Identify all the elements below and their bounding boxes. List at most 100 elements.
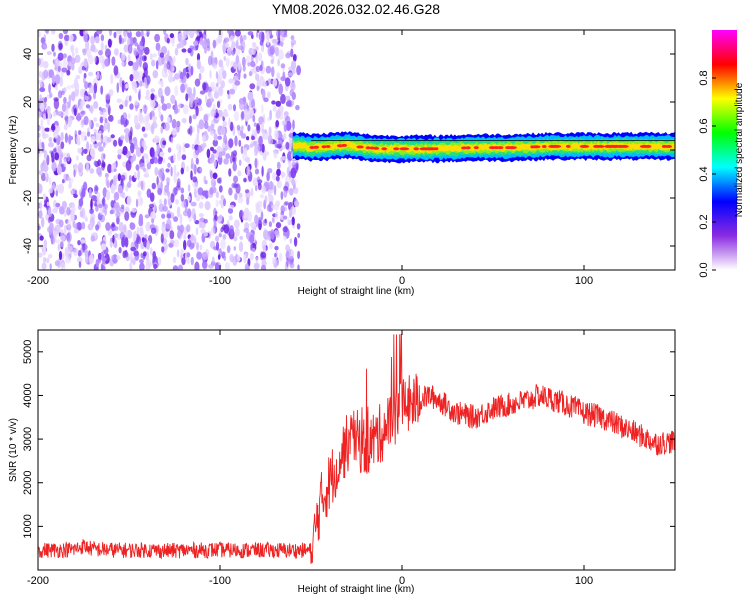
spectrogram-speckle bbox=[55, 84, 58, 91]
spectrogram-speckle bbox=[249, 83, 256, 90]
spectrogram-speckle bbox=[220, 194, 225, 200]
spectrogram-speckle bbox=[119, 104, 124, 110]
spectrogram-speckle bbox=[106, 136, 112, 143]
spectrogram-speckle bbox=[169, 33, 175, 39]
spectrogram-speckle bbox=[148, 203, 155, 209]
track-band bbox=[292, 140, 675, 154]
spectrogram-speckle bbox=[255, 46, 259, 51]
spectrogram-speckle bbox=[85, 253, 89, 264]
track-peak bbox=[356, 145, 364, 149]
spectrogram-speckle bbox=[286, 99, 292, 106]
spectrogram-speckle bbox=[104, 253, 110, 264]
spectrogram-speckle bbox=[167, 116, 171, 123]
spectrogram-speckle bbox=[38, 132, 41, 138]
spectrogram-speckle bbox=[116, 255, 121, 261]
spectrogram-speckle bbox=[238, 139, 242, 147]
spectrogram-speckle bbox=[247, 31, 254, 36]
spectrogram-speckle bbox=[39, 235, 44, 241]
spectrogram-speckle bbox=[176, 43, 182, 49]
spectrogram-speckle bbox=[223, 255, 227, 261]
spectrogram-speckle bbox=[141, 126, 146, 132]
spectrogram-speckle bbox=[108, 114, 114, 122]
colorbar-ticks: 0.0 0.2 0.4 0.6 0.8 bbox=[698, 70, 716, 278]
spectrogram-speckle bbox=[62, 179, 65, 184]
spectrogram-speckle bbox=[107, 38, 112, 48]
spectrogram-speckle bbox=[271, 204, 275, 209]
spectrogram-speckle bbox=[83, 148, 88, 154]
spectrogram-speckle bbox=[83, 72, 87, 79]
spectrogram-speckle bbox=[192, 176, 198, 183]
spectrogram-speckle bbox=[268, 181, 275, 192]
spectrogram-speckle bbox=[72, 52, 75, 58]
spectrogram-speckle bbox=[256, 124, 261, 134]
spectrogram-speckle bbox=[161, 45, 167, 55]
spectrogram-speckle bbox=[99, 206, 103, 216]
spectrogram-speckle bbox=[38, 225, 41, 230]
spectrogram-speckle bbox=[62, 53, 67, 59]
spectrogram-speckle bbox=[128, 135, 133, 145]
spectrogram-speckle bbox=[117, 148, 123, 155]
track-peak bbox=[325, 145, 331, 148]
spectrogram-speckle bbox=[75, 82, 80, 90]
spectrogram-speckle bbox=[78, 198, 84, 207]
spectrogram-speckle bbox=[292, 119, 295, 130]
spectrogram-speckle bbox=[89, 143, 92, 150]
spectrogram-speckle bbox=[143, 67, 148, 78]
spectrogram-speckle bbox=[129, 37, 135, 46]
spectrogram-speckle bbox=[177, 32, 183, 43]
spectrogram-speckle bbox=[117, 173, 122, 182]
spectrogram-speckle bbox=[278, 83, 284, 95]
spectrogram-speckle bbox=[255, 185, 258, 192]
spectrogram-speckle bbox=[95, 123, 100, 127]
spectrogram-speckle bbox=[180, 248, 184, 256]
spectrogram-speckle bbox=[135, 30, 142, 38]
spectrogram-speckle bbox=[134, 42, 139, 47]
spectrogram-speckle bbox=[290, 35, 295, 41]
spectrogram-speckle bbox=[198, 220, 202, 229]
spectrogram-speckle bbox=[285, 141, 290, 150]
spectrogram-speckle bbox=[266, 151, 270, 156]
spectrogram-speckle bbox=[272, 78, 278, 87]
spectrogram-speckle bbox=[70, 189, 74, 196]
spectrogram-speckle bbox=[56, 165, 63, 175]
spectrogram-speckle bbox=[151, 182, 156, 190]
spectrogram-speckle bbox=[272, 256, 276, 265]
spectrogram-speckle bbox=[225, 57, 230, 68]
spectrogram-speckle bbox=[204, 180, 208, 185]
spectrogram-speckle bbox=[186, 239, 192, 248]
spectrogram-speckle bbox=[162, 205, 168, 212]
spectrogram-speckle bbox=[184, 83, 187, 90]
spectrogram-speckle bbox=[152, 70, 159, 79]
spectrogram-speckle bbox=[138, 71, 144, 78]
track-peak bbox=[551, 144, 562, 148]
spectrogram-speckle bbox=[45, 30, 49, 35]
spectrogram-speckle bbox=[225, 153, 231, 160]
spectrogram-speckle bbox=[88, 188, 92, 199]
spectrogram-speckle bbox=[177, 225, 181, 231]
spectrogram-speckle bbox=[130, 142, 135, 154]
spectrogram-speckle bbox=[261, 143, 265, 153]
spectrogram-speckle bbox=[38, 124, 41, 132]
spectrogram-speckle bbox=[290, 167, 297, 179]
spectrogram-speckle bbox=[262, 245, 267, 253]
spectrogram-speckle bbox=[165, 168, 170, 173]
spectrogram-speckle bbox=[125, 83, 129, 89]
spectrogram-speckle bbox=[213, 91, 219, 99]
spectrogram-speckle bbox=[197, 124, 200, 135]
spectrogram-speckle bbox=[213, 219, 217, 230]
spectrogram-speckle bbox=[64, 132, 68, 143]
spectrogram-speckle bbox=[86, 48, 92, 58]
spectrogram-speckle bbox=[179, 213, 183, 225]
spectrogram-speckle bbox=[275, 47, 279, 57]
spectrogram-speckle bbox=[72, 219, 76, 229]
spectrogram-speckle bbox=[180, 194, 185, 202]
track-peak bbox=[596, 144, 605, 148]
spectrogram-speckle bbox=[123, 30, 127, 37]
spectrogram-speckle bbox=[80, 191, 84, 200]
spectrogram-speckle bbox=[54, 58, 59, 64]
spectrogram-speckle bbox=[275, 120, 280, 128]
spectrogram-speckle bbox=[133, 114, 139, 126]
spectrogram-speckle bbox=[102, 141, 106, 148]
spectrogram-speckle bbox=[187, 184, 191, 192]
spectrogram-speckle bbox=[76, 222, 82, 227]
